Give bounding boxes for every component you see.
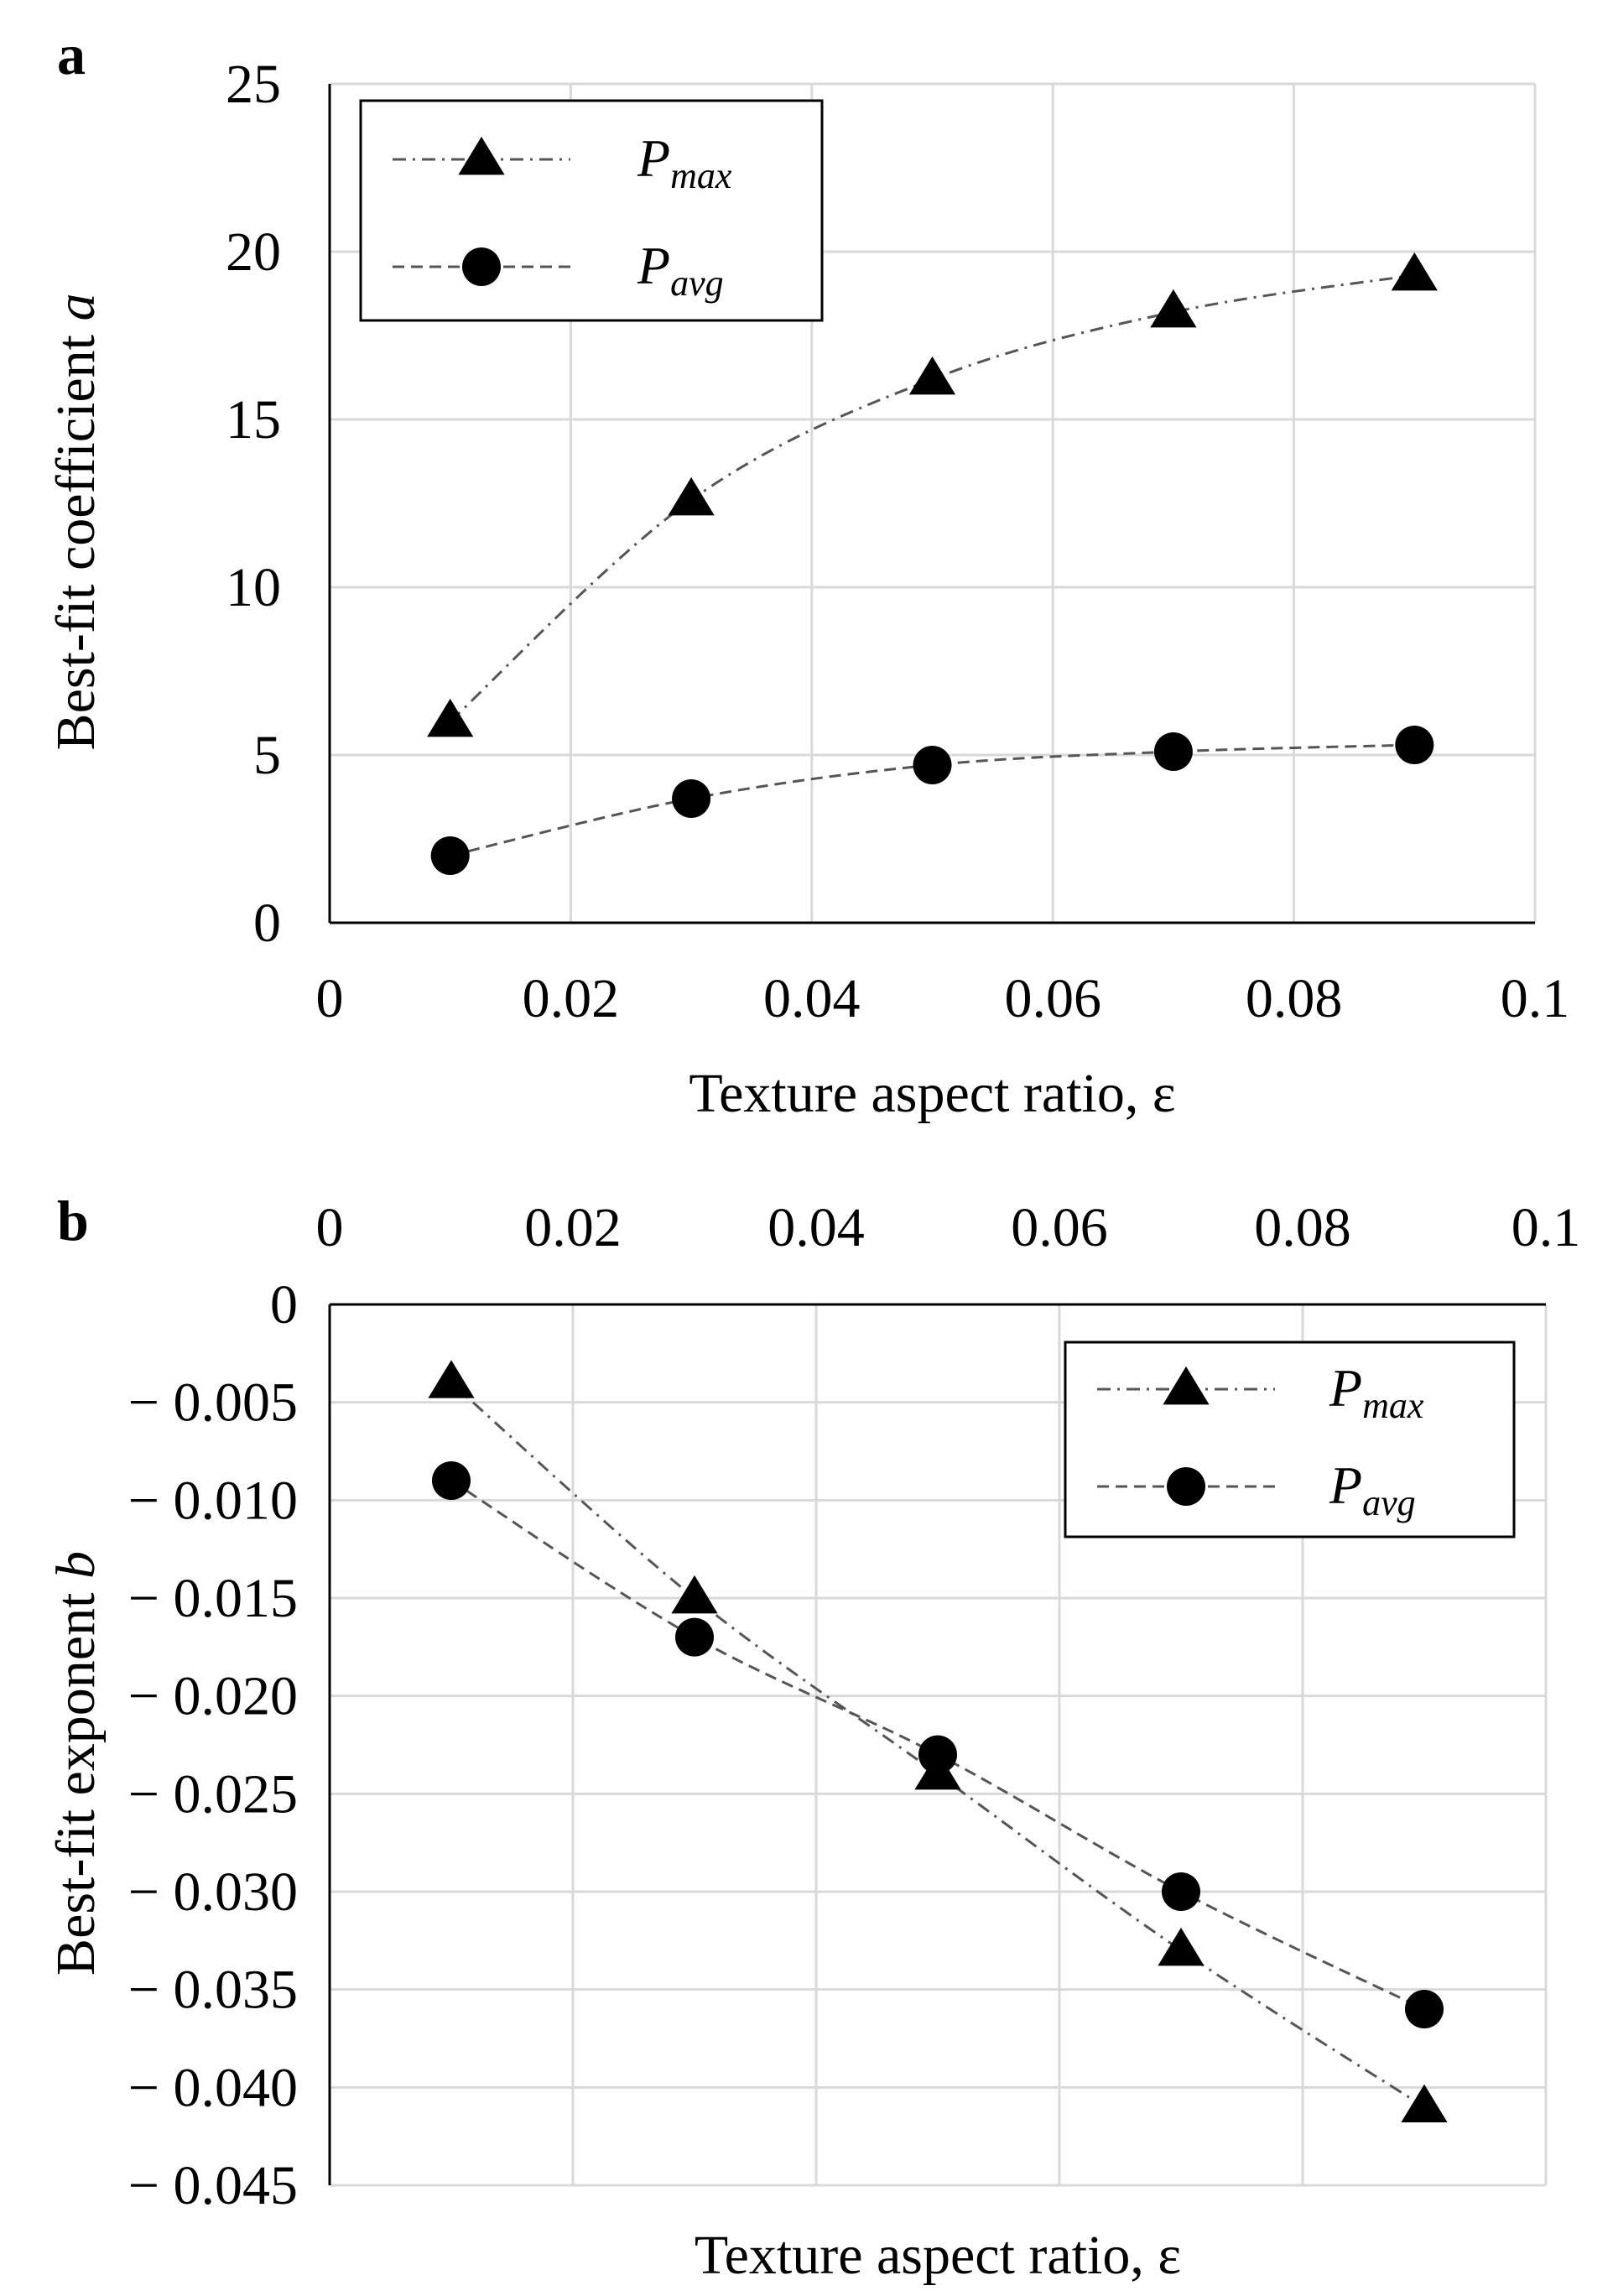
legend-label-max: Pmax <box>637 128 732 196</box>
y-tick-label: − 0.035 <box>128 1960 298 2021</box>
x-tick-label: 0.02 <box>524 1197 622 1258</box>
data-point-max <box>1401 2084 1448 2123</box>
data-point-max <box>668 476 715 516</box>
y-tick-label: 10 <box>226 557 281 618</box>
y-tick-label: − 0.030 <box>128 1861 298 1923</box>
y-tick-label: − 0.015 <box>128 1568 298 1629</box>
legend-marker-avg <box>462 247 501 286</box>
y-tick-label: − 0.020 <box>128 1666 298 1727</box>
chart-panel-b: b 0 0.02 0.04 0.06 0.08 0.1 0 − 0.005 − 0.010 − 0.… <box>45 1189 1580 2286</box>
x-axis-title: Texture aspect ratio, ε <box>695 2225 1181 2286</box>
series-avg <box>432 1461 1444 2028</box>
legend-label-subscript: avg <box>670 263 724 304</box>
x-tick-label: 0.08 <box>1246 968 1343 1029</box>
data-point-avg <box>918 1735 957 1774</box>
y-axis-title-variable: a <box>45 294 107 321</box>
legend-label-subscript: max <box>1362 1385 1424 1426</box>
series-max <box>427 252 1438 737</box>
data-point-avg <box>913 746 952 784</box>
legend-label-subscript: max <box>670 155 732 196</box>
legend-label-name: P <box>1329 1358 1362 1418</box>
x-axis-title: Texture aspect ratio, ε <box>689 1063 1175 1124</box>
y-tick-label: − 0.005 <box>128 1372 298 1434</box>
legend-box <box>1064 1341 1516 1538</box>
legend-label-avg: Pavg <box>637 236 724 304</box>
legend-marker-max <box>458 136 505 175</box>
data-point-max <box>1158 1927 1205 1966</box>
y-tick-label: − 0.010 <box>128 1470 298 1531</box>
y-tick-label: − 0.045 <box>128 2155 298 2216</box>
y-tick-label: 0 <box>270 1274 298 1335</box>
x-tick-label: 0 <box>316 1197 344 1258</box>
legend-label-avg: Pavg <box>1329 1455 1416 1523</box>
y-tick-label: 15 <box>226 389 281 450</box>
legend-label-name: P <box>637 236 670 295</box>
legend-label-subscript: avg <box>1362 1482 1416 1523</box>
legend-label-max: Pmax <box>1329 1358 1424 1426</box>
data-point-max <box>428 1360 475 1398</box>
y-axis-title: Best-fit exponent b <box>45 1551 107 1976</box>
x-tick-label: 0.1 <box>1512 1197 1581 1258</box>
panel-label: a <box>57 23 86 86</box>
x-tick-label: 0.08 <box>1254 1197 1351 1258</box>
x-tick-label: 0.02 <box>523 968 620 1029</box>
data-point-max <box>1150 289 1197 328</box>
y-axis-title-text: Best-fit exponent <box>45 1579 107 1976</box>
y-tick-label: − 0.025 <box>128 1763 298 1825</box>
x-tick-label: 0.04 <box>767 1197 865 1258</box>
legend-marker-avg <box>1167 1467 1205 1506</box>
data-point-max <box>427 698 474 737</box>
data-point-avg <box>432 1461 471 1500</box>
legend-box <box>359 99 824 322</box>
y-axis-title-text: Best-fit coefficient <box>45 321 107 751</box>
series-line-max <box>449 273 1415 723</box>
y-axis-title-variable: b <box>45 1551 107 1579</box>
data-point-max <box>1391 252 1438 291</box>
y-tick-label: 5 <box>253 725 281 786</box>
data-point-avg <box>1162 1872 1200 1911</box>
series-avg <box>430 726 1434 875</box>
y-tick-label: 20 <box>226 221 281 283</box>
data-point-avg <box>430 836 470 875</box>
y-tick-label: 25 <box>226 54 281 115</box>
data-point-avg <box>672 779 711 818</box>
data-point-avg <box>1405 1990 1444 2028</box>
data-point-avg <box>1395 726 1434 764</box>
x-tick-label: 0.06 <box>1004 968 1101 1029</box>
x-tick-label: 0.04 <box>763 968 861 1029</box>
chart-panel-a: a 0 0.02 0.04 0.06 0.08 0.1 0 5 10 15 20 25 Texture a… <box>45 23 1569 1124</box>
data-point-max <box>908 356 956 395</box>
data-point-max <box>671 1575 718 1614</box>
data-point-avg <box>1153 732 1193 771</box>
legend-marker-max <box>1163 1366 1210 1405</box>
y-tick-label: 0 <box>253 893 281 954</box>
data-point-avg <box>675 1617 714 1657</box>
y-axis-title: Best-fit coefficient a <box>45 294 107 751</box>
y-tick-label: − 0.040 <box>128 2057 298 2118</box>
x-tick-label: 0.06 <box>1011 1197 1108 1258</box>
legend-label-name: P <box>637 128 670 188</box>
x-tick-label: 0 <box>316 968 344 1029</box>
x-tick-label: 0.1 <box>1501 968 1570 1029</box>
legend-label-name: P <box>1329 1455 1362 1515</box>
panel-label: b <box>57 1189 89 1252</box>
